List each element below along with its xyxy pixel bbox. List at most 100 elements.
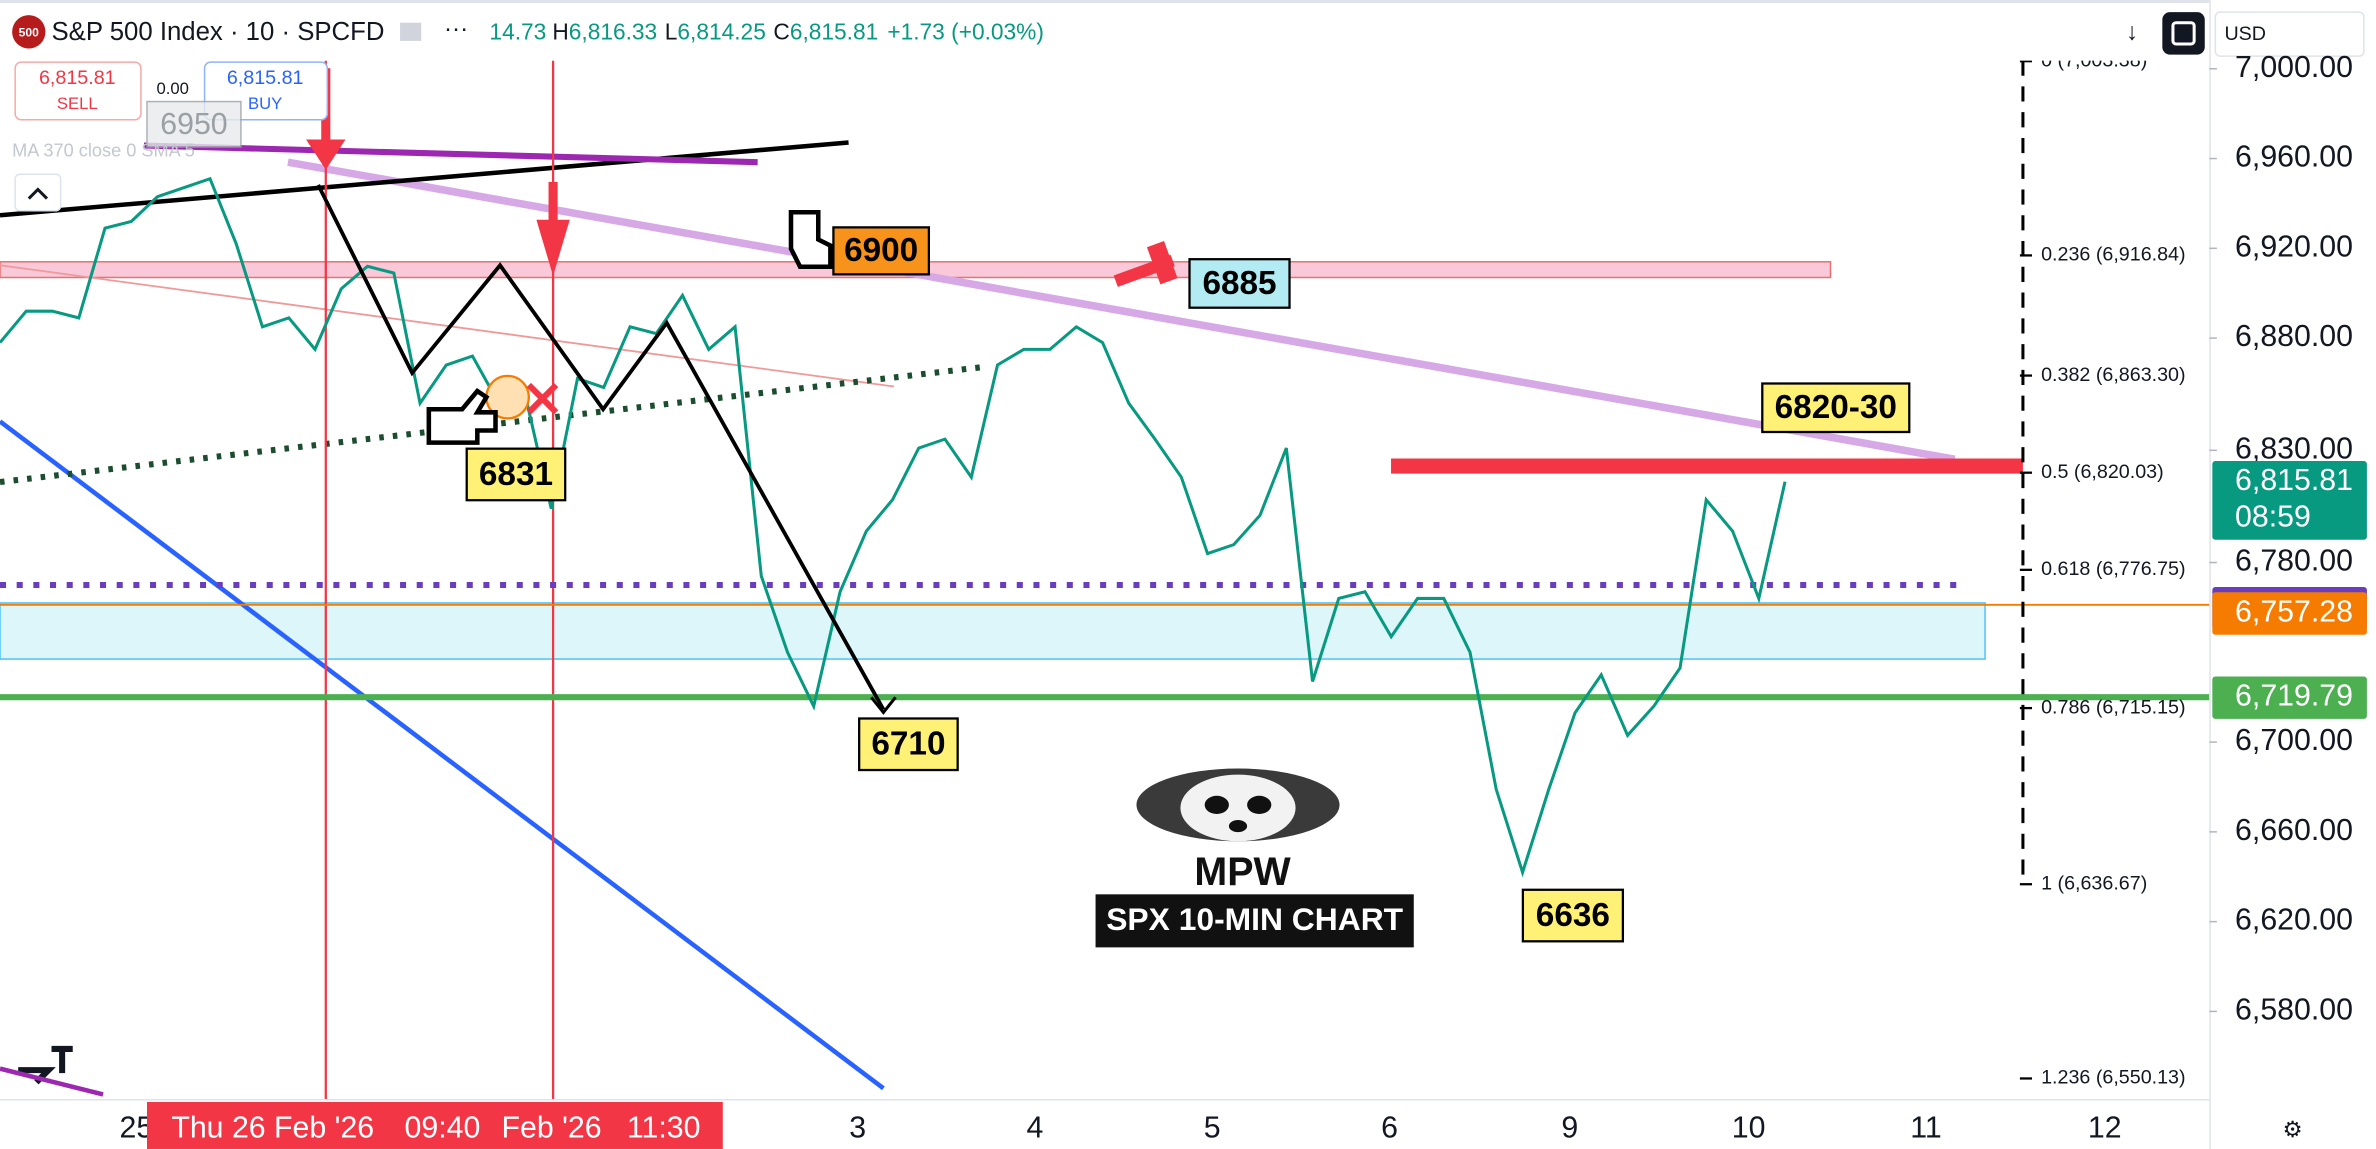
fib-label: 1.236 (6,550.13) bbox=[2041, 1067, 2185, 1089]
purple-trendline bbox=[143, 142, 758, 166]
currency: USD bbox=[2224, 23, 2266, 45]
zigzag-projection bbox=[316, 184, 886, 711]
crosshair-label: Thu 26 Feb '26 bbox=[171, 1111, 374, 1144]
x-tick-label: 3 bbox=[849, 1111, 866, 1144]
arrow-head bbox=[870, 696, 897, 715]
watermark-subtitle: SPX 10-MIN CHART bbox=[1106, 901, 1403, 937]
red-arrow bbox=[548, 181, 558, 228]
fullscreen-icon bbox=[2171, 21, 2196, 46]
spread: 0.00 bbox=[157, 79, 189, 98]
price-tag-label: 6,719.79 bbox=[2235, 680, 2353, 713]
collapse-icon bbox=[27, 187, 49, 200]
y-tick-label: 6,700.00 bbox=[2235, 724, 2353, 757]
collapse-button[interactable] bbox=[14, 173, 62, 212]
y-tick-label: 6,830.00 bbox=[2235, 432, 2353, 465]
price-line bbox=[0, 176, 1787, 878]
ghost-box bbox=[146, 100, 242, 148]
annotation-label: 6710 bbox=[871, 726, 945, 763]
download-icon[interactable]: ↓ bbox=[2126, 19, 2138, 46]
price-tag-countdown: 08:59 bbox=[2235, 501, 2311, 534]
annotation-box bbox=[832, 226, 931, 276]
purple-trendline bbox=[0, 1066, 104, 1097]
annotation-box bbox=[1188, 258, 1291, 309]
annotation-box bbox=[1761, 382, 1911, 434]
ghost-label: 6950 bbox=[160, 108, 227, 141]
annotation-box bbox=[465, 447, 567, 502]
levels bbox=[0, 458, 2210, 701]
settings-icon[interactable]: ⚙ bbox=[2282, 1116, 2302, 1142]
annotation-label: 6900 bbox=[844, 232, 918, 269]
zones bbox=[0, 261, 1986, 660]
buy-price: 6,815.81 bbox=[227, 67, 304, 89]
price-tag bbox=[2212, 676, 2367, 719]
price-tag bbox=[2212, 460, 2367, 540]
x-tick-label: 10 bbox=[1732, 1111, 1766, 1144]
y-tick-label: 6,620.00 bbox=[2235, 904, 2353, 937]
price-tag bbox=[2212, 592, 2367, 635]
red-arrow bbox=[306, 139, 346, 170]
indicator-legend[interactable]: MA 370 close 0 SMA 5 bbox=[12, 140, 195, 160]
black-trendline bbox=[0, 140, 849, 218]
y-tick-label: 6,660.00 bbox=[2235, 814, 2353, 847]
x-tick-label: 6 bbox=[1381, 1111, 1398, 1144]
annotation-box bbox=[1521, 888, 1625, 943]
fib-label: 1 (6,636.67) bbox=[2041, 872, 2147, 894]
sell-price: 6,815.81 bbox=[39, 67, 116, 89]
y-tick-label: 6,780.00 bbox=[2235, 545, 2353, 578]
price-tag-label: 6,815.81 bbox=[2235, 464, 2353, 497]
symbol-title[interactable]: S&P 500 Index · 10 · SPCFD bbox=[52, 18, 385, 46]
y-tick-label: 6,920.00 bbox=[2235, 230, 2353, 263]
y-tick-label: 6,880.00 bbox=[2235, 320, 2353, 353]
y-tick-label: 6,960.00 bbox=[2235, 141, 2353, 174]
price-zone bbox=[0, 602, 1986, 660]
more-icon[interactable]: ··· bbox=[444, 16, 468, 43]
logo-nose bbox=[1228, 820, 1248, 833]
symbol-logo bbox=[12, 15, 46, 49]
annotation-box bbox=[858, 717, 959, 772]
open-value: 14.73 bbox=[489, 18, 546, 44]
hammer-head bbox=[1146, 241, 1178, 285]
fibonacci: 0 (7,003.38)0.236 (6,916.84)0.382 (6,863… bbox=[2019, 49, 2186, 1089]
hammer-icon bbox=[1113, 241, 1178, 287]
red-arrow bbox=[536, 219, 570, 276]
x-tick-label: 9 bbox=[1561, 1111, 1578, 1144]
buy-label: BUY bbox=[248, 94, 282, 113]
y-axis: 7,000.00 6,960.00 6,920.00 6,880.00 6,830.00… bbox=[2209, 51, 2367, 1026]
annotation-label: 6885 bbox=[1202, 265, 1276, 302]
fib-label: 0.236 (6,916.84) bbox=[2041, 244, 2185, 266]
close-value: 6,815.81 bbox=[790, 18, 878, 44]
y-tick-label: 6,580.00 bbox=[2235, 993, 2353, 1026]
sell-button[interactable] bbox=[14, 61, 142, 121]
price-tag-label: 6,757.28 bbox=[2235, 596, 2353, 629]
logo-face bbox=[1180, 774, 1296, 842]
watermark-box bbox=[1095, 894, 1414, 948]
fullscreen-button[interactable] bbox=[2162, 12, 2205, 55]
flag-icon[interactable] bbox=[400, 22, 422, 41]
crosshair-label: 09:40 bbox=[405, 1111, 481, 1144]
high-label: H bbox=[552, 18, 568, 44]
crosshair-label: 11:30 bbox=[627, 1111, 701, 1144]
watermark-title: MPW bbox=[1194, 850, 1291, 894]
x-tick-label: 4 bbox=[1027, 1111, 1044, 1144]
annotation-label: 6636 bbox=[1536, 897, 1610, 934]
close-label: C bbox=[773, 18, 789, 44]
logo-eye bbox=[1247, 795, 1272, 814]
currency-select[interactable] bbox=[2214, 11, 2365, 57]
x-tick-label: 5 bbox=[1204, 1111, 1221, 1144]
price-series bbox=[0, 176, 1787, 878]
hand-icon bbox=[426, 388, 498, 445]
crosshair-label: Feb '26 bbox=[502, 1111, 602, 1144]
change-value: +1.73 (+0.03%) bbox=[887, 18, 1044, 44]
symbol-logo-text: 500 bbox=[19, 26, 39, 40]
price-axis-band bbox=[2209, 0, 2376, 1149]
fib-label: 0.382 (6,863.30) bbox=[2041, 364, 2185, 386]
header-bar bbox=[0, 0, 2210, 61]
y-tick-label: 7,000.00 bbox=[2235, 51, 2353, 84]
fib-label: 0.786 (6,715.15) bbox=[2041, 696, 2185, 718]
descending-trendline bbox=[287, 158, 1956, 464]
